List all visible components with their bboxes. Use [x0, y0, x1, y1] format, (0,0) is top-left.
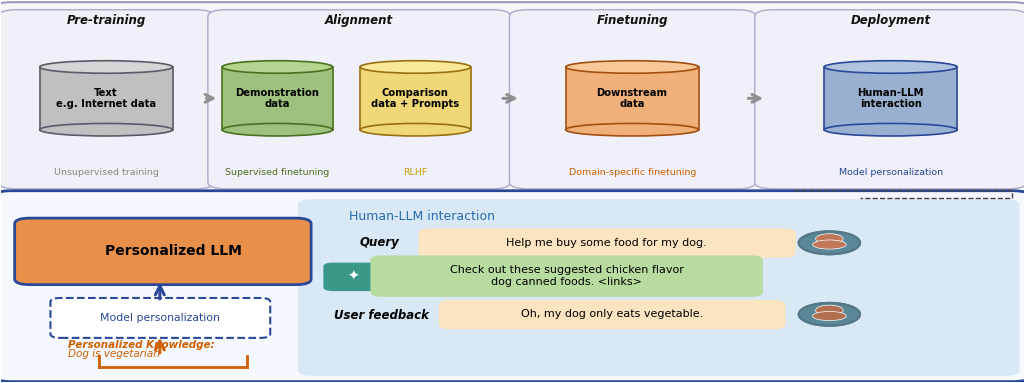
Text: Alignment: Alignment [325, 14, 394, 27]
Text: User feedback: User feedback [333, 309, 428, 322]
Text: Query: Query [359, 236, 399, 249]
FancyBboxPatch shape [439, 300, 785, 329]
FancyBboxPatch shape [0, 191, 1025, 381]
FancyBboxPatch shape [208, 10, 510, 189]
Text: Help me buy some food for my dog.: Help me buy some food for my dog. [506, 238, 707, 248]
Text: Dog is vegetarian: Dog is vegetarian [68, 349, 160, 359]
FancyBboxPatch shape [370, 255, 763, 297]
Ellipse shape [813, 311, 847, 321]
Circle shape [798, 303, 860, 326]
Ellipse shape [566, 123, 699, 136]
FancyBboxPatch shape [14, 218, 312, 285]
FancyBboxPatch shape [50, 298, 271, 338]
Ellipse shape [824, 61, 957, 73]
Text: Domain-specific finetuning: Domain-specific finetuning [569, 168, 696, 177]
Text: Unsupervised training: Unsupervised training [53, 168, 159, 177]
Ellipse shape [566, 61, 699, 73]
FancyBboxPatch shape [324, 263, 382, 291]
Circle shape [816, 305, 844, 316]
Text: Comparison
data + Prompts: Comparison data + Prompts [371, 88, 459, 109]
Text: Finetuning: Finetuning [597, 14, 668, 27]
FancyBboxPatch shape [40, 67, 172, 130]
Text: Model personalization: Model personalization [838, 168, 943, 177]
Text: Downstream
data: Downstream data [597, 88, 667, 109]
FancyBboxPatch shape [298, 199, 1020, 376]
Ellipse shape [40, 123, 172, 136]
Text: Human-LLM interaction: Human-LLM interaction [348, 210, 495, 223]
Ellipse shape [824, 123, 957, 136]
Text: Oh, my dog only eats vegetable.: Oh, my dog only eats vegetable. [521, 309, 703, 319]
FancyBboxPatch shape [566, 67, 699, 130]
FancyBboxPatch shape [0, 10, 214, 189]
Ellipse shape [222, 61, 332, 73]
Circle shape [816, 234, 844, 244]
FancyBboxPatch shape [360, 67, 470, 130]
Ellipse shape [40, 61, 172, 73]
Text: RLHF: RLHF [403, 168, 427, 177]
Circle shape [798, 231, 860, 254]
Text: Model personalization: Model personalization [100, 313, 220, 323]
Text: Check out these suggested chicken flavor
dog canned foods. <links>: Check out these suggested chicken flavor… [450, 265, 684, 287]
Text: ✦: ✦ [347, 270, 359, 284]
Text: Personalized LLM: Personalized LLM [105, 244, 242, 259]
FancyBboxPatch shape [0, 2, 1025, 196]
FancyBboxPatch shape [509, 10, 755, 189]
FancyBboxPatch shape [824, 67, 957, 130]
Ellipse shape [360, 61, 470, 73]
FancyBboxPatch shape [222, 67, 332, 130]
FancyBboxPatch shape [754, 10, 1025, 189]
Ellipse shape [813, 240, 847, 249]
FancyBboxPatch shape [418, 228, 795, 258]
Text: Pre-training: Pre-training [67, 14, 146, 27]
Text: Deployment: Deployment [851, 14, 931, 27]
Text: Personalized Knowledge:: Personalized Knowledge: [68, 340, 214, 350]
Text: Supervised finetuning: Supervised finetuning [226, 168, 329, 177]
Text: Demonstration
data: Demonstration data [236, 88, 320, 109]
Ellipse shape [360, 123, 470, 136]
Text: Human-LLM
interaction: Human-LLM interaction [858, 88, 924, 109]
Text: Text
e.g. Internet data: Text e.g. Internet data [56, 88, 156, 109]
Ellipse shape [222, 123, 332, 136]
